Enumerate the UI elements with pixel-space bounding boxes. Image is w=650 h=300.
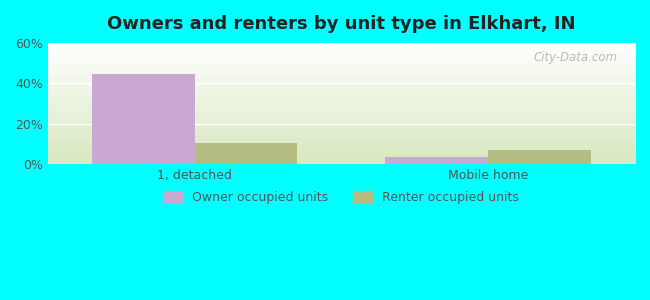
Bar [385, 157, 488, 164]
Bar [92, 74, 194, 164]
Bar [488, 150, 591, 164]
Text: City-Data.com: City-Data.com [533, 51, 618, 64]
Bar [194, 143, 297, 164]
Title: Owners and renters by unit type in Elkhart, IN: Owners and renters by unit type in Elkha… [107, 15, 576, 33]
Legend: Owner occupied units, Renter occupied units: Owner occupied units, Renter occupied un… [159, 186, 524, 209]
